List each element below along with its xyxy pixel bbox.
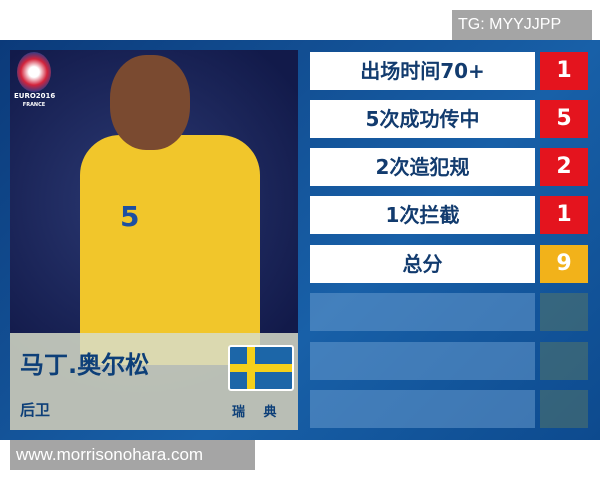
total-label: 总分 — [310, 245, 535, 283]
logo-text: EURO2016 — [14, 92, 56, 100]
player-name: 马丁.奥尔松 — [20, 351, 150, 379]
stat-value: 1 — [540, 52, 588, 90]
total-row: 总分 9 — [310, 245, 588, 283]
empty-row — [310, 342, 588, 380]
player-position: 后卫 — [20, 401, 51, 419]
empty-row — [310, 390, 588, 428]
euro2016-logo: EURO2016 FRANCE — [14, 52, 56, 114]
watermark-top: TG: MYYJJPP — [452, 10, 592, 40]
stat-row: 出场时间70+ 1 — [310, 52, 588, 90]
stat-row: 5次成功传中 5 — [310, 100, 588, 138]
watermark-bottom: www.morrisonohara.com — [10, 440, 255, 470]
trophy-icon — [17, 52, 51, 92]
logo-sub: FRANCE — [22, 102, 46, 108]
stat-value: 5 — [540, 100, 588, 138]
stat-value: 2 — [540, 148, 588, 186]
stat-label: 出场时间70+ — [310, 52, 535, 90]
shirt-number: 5 — [120, 200, 140, 233]
player-country: 瑞 典 — [232, 405, 277, 420]
sweden-flag-icon — [228, 345, 294, 391]
stat-value: 1 — [540, 196, 588, 234]
stat-label: 2次造犯规 — [310, 148, 535, 186]
player-head — [110, 55, 190, 150]
total-value: 9 — [540, 245, 588, 283]
player-shirt — [80, 135, 260, 365]
stat-row: 2次造犯规 2 — [310, 148, 588, 186]
stat-row: 1次拦截 1 — [310, 196, 588, 234]
empty-row — [310, 293, 588, 331]
stat-label: 5次成功传中 — [310, 100, 535, 138]
player-info-box: 马丁.奥尔松 后卫 瑞 典 — [10, 333, 298, 430]
stat-label: 1次拦截 — [310, 196, 535, 234]
